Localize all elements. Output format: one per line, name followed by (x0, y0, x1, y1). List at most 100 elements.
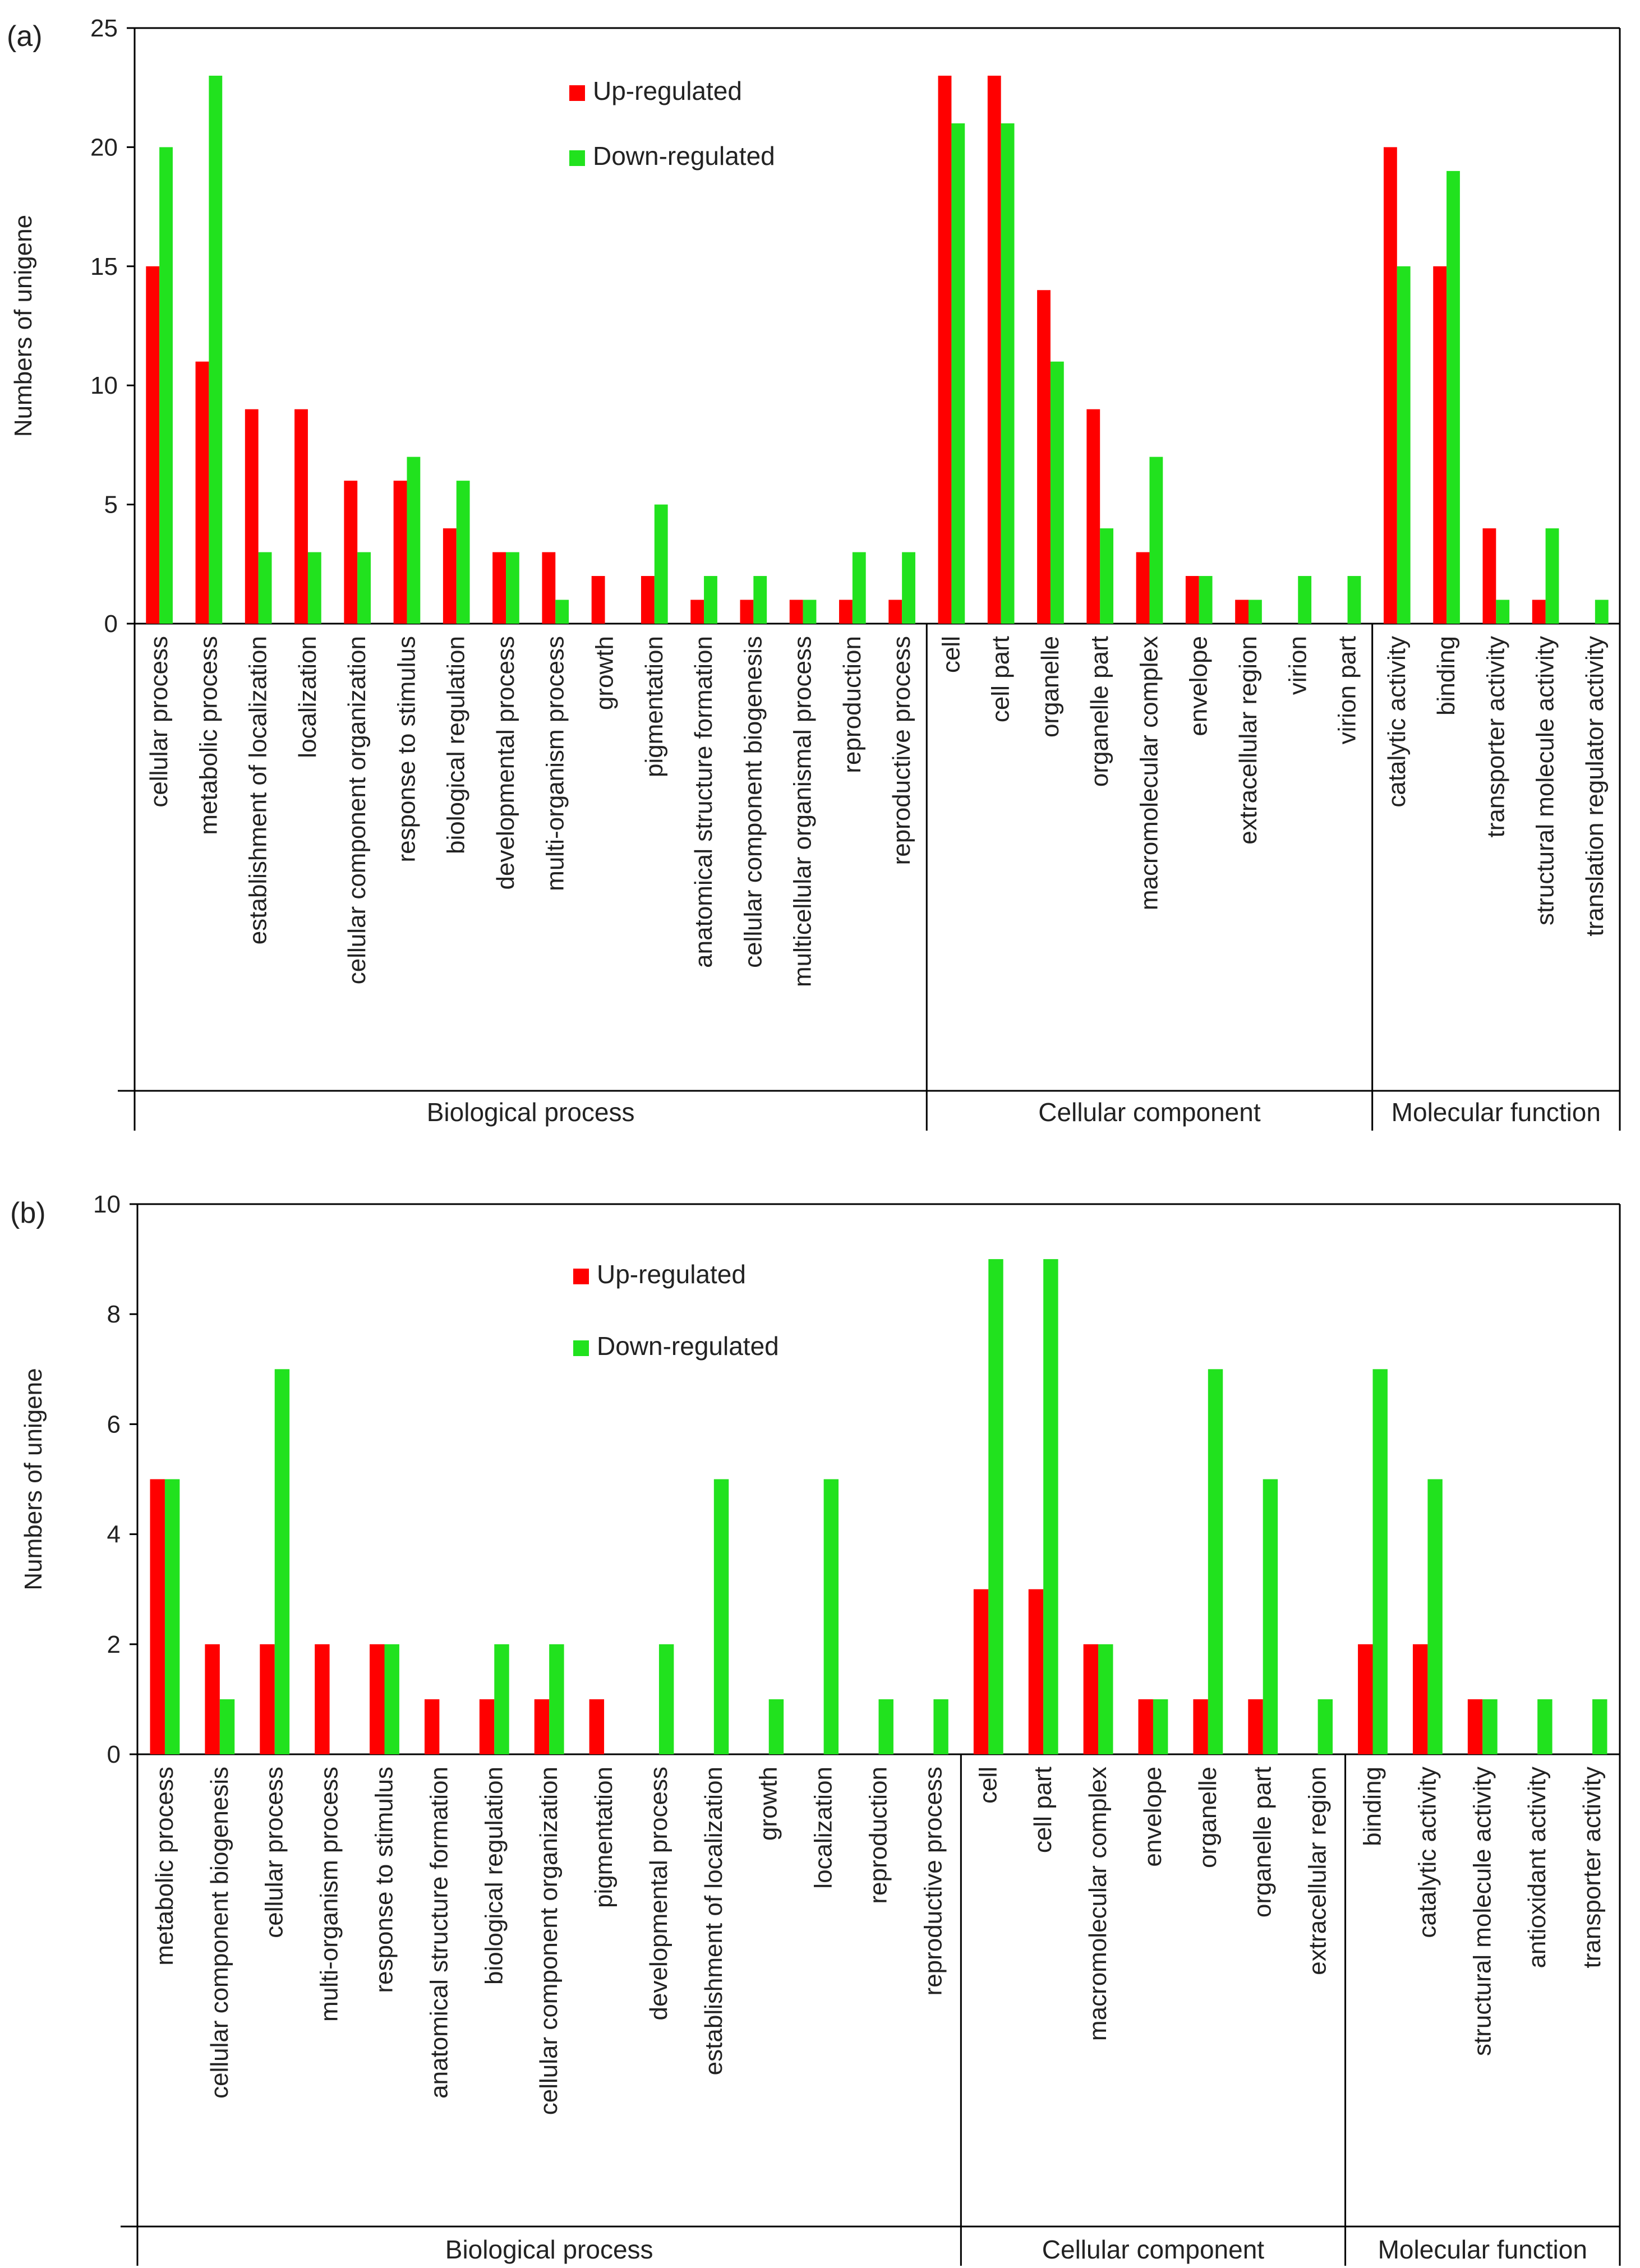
bar-up-regulated (1412, 1644, 1428, 1754)
category-label: metabolic process (151, 1767, 178, 1966)
bar-up-regulated (888, 600, 902, 624)
y-tick-label: 6 (107, 1410, 121, 1438)
category-label: biological regulation (443, 636, 470, 854)
category-label: establishment of localization (700, 1767, 727, 2075)
y-axis-label: Numbers of unigene (10, 215, 37, 437)
y-tick-label: 4 (107, 1521, 121, 1548)
y-tick-label: 10 (93, 1191, 121, 1218)
category-label: localization (294, 636, 321, 758)
bar-up-regulated (1138, 1699, 1153, 1754)
bar-up-regulated (789, 600, 803, 624)
bar-up-regulated (1482, 528, 1496, 624)
bar-up-regulated (534, 1699, 550, 1754)
bar-up-regulated (641, 576, 655, 624)
legend-label-down: Down-regulated (593, 141, 775, 170)
bar-up-regulated (589, 1699, 605, 1754)
y-tick-label: 20 (90, 133, 118, 161)
bar-up-regulated (1235, 600, 1249, 624)
bar-up-regulated (294, 409, 308, 624)
category-label: envelope (1185, 636, 1213, 736)
bar-up-regulated (260, 1644, 275, 1754)
y-tick-label: 15 (90, 253, 118, 280)
category-label: virion part (1334, 636, 1361, 744)
bar-up-regulated (1185, 576, 1199, 624)
bar-up-regulated (542, 552, 556, 624)
category-label: growth (591, 636, 619, 710)
bar-up-regulated (1248, 1699, 1263, 1754)
bar-down-regulated (159, 147, 173, 624)
category-label: extracellular region (1234, 636, 1262, 845)
y-axis-label: Numbers of unigene (20, 1368, 47, 1590)
bar-down-regulated (494, 1644, 509, 1754)
bar-down-regulated (1347, 576, 1361, 624)
bar-up-regulated (146, 266, 160, 624)
bar-down-regulated (753, 576, 767, 624)
category-label: response to stimulus (393, 636, 420, 863)
category-label: virion (1284, 636, 1311, 695)
y-tick-label: 8 (107, 1301, 121, 1328)
bar-up-regulated (205, 1644, 220, 1754)
category-label: cellular component organization (535, 1767, 563, 2115)
bar-up-regulated (315, 1644, 330, 1754)
category-label: catalytic activity (1413, 1767, 1441, 1938)
bar-up-regulated (938, 75, 952, 624)
category-label: multi-organism process (316, 1767, 343, 2022)
bar-down-regulated (1050, 361, 1064, 624)
category-label: antioxidant activity (1523, 1767, 1551, 1969)
bar-down-regulated (1446, 170, 1460, 624)
legend-label-up: Up-regulated (593, 76, 742, 105)
category-label: macromolecular complex (1135, 636, 1163, 910)
category-label: structural molecule activity (1468, 1767, 1496, 2056)
category-label: developmental process (492, 636, 519, 889)
y-tick-label: 25 (90, 15, 118, 42)
bar-down-regulated (1249, 600, 1262, 624)
category-label: extracellular region (1304, 1767, 1332, 1975)
bar-down-regulated (768, 1699, 784, 1754)
bar-down-regulated (1149, 457, 1163, 624)
bar-down-regulated (1397, 266, 1411, 624)
bar-down-regulated (878, 1699, 893, 1754)
category-label: organelle (1194, 1767, 1222, 1868)
category-label: organelle part (1249, 1767, 1277, 1917)
bar-down-regulated (307, 552, 321, 624)
legend-swatch-down (569, 150, 585, 166)
legend-label-down: Down-regulated (597, 1331, 779, 1361)
bar-down-regulated (1208, 1369, 1223, 1754)
bar-down-regulated (1592, 1699, 1607, 1754)
bar-up-regulated (1136, 552, 1150, 624)
bar-up-regulated (195, 361, 209, 624)
bar-down-regulated (1298, 576, 1312, 624)
bar-up-regulated (1383, 147, 1397, 624)
bar-up-regulated (973, 1589, 989, 1754)
bar-up-regulated (370, 1644, 385, 1754)
bar-up-regulated (1467, 1699, 1483, 1754)
bar-down-regulated (1427, 1479, 1443, 1754)
category-label: cellular component biogenesis (206, 1767, 233, 2099)
category-label: multi-organism process (541, 636, 569, 891)
panel-label: (a) (7, 20, 43, 53)
bar-down-regulated (1537, 1699, 1553, 1754)
category-label: organelle (1036, 636, 1064, 737)
bar-up-regulated (393, 481, 407, 624)
bar-down-regulated (988, 1259, 1003, 1754)
bar-up-regulated (1433, 266, 1447, 624)
y-tick-label: 5 (104, 491, 118, 519)
bar-down-regulated (713, 1479, 729, 1754)
bar-down-regulated (1100, 528, 1114, 624)
category-label: developmental process (645, 1767, 672, 2020)
bar-up-regulated (987, 75, 1001, 624)
category-label: anatomical structure formation (425, 1767, 453, 2099)
category-label: translation regulator activity (1581, 636, 1609, 937)
bar-up-regulated (1083, 1644, 1099, 1754)
category-label: cellular component organization (343, 636, 371, 984)
y-tick-label: 10 (90, 372, 118, 399)
bar-up-regulated (690, 600, 704, 624)
category-label: establishment of localization (245, 636, 272, 944)
bar-down-regulated (1098, 1644, 1113, 1754)
bar-down-regulated (658, 1644, 674, 1754)
group-label: Biological process (445, 2235, 653, 2264)
category-label: metabolic process (195, 636, 222, 835)
category-label: reproductive process (888, 636, 915, 865)
category-label: reproduction (839, 636, 866, 773)
